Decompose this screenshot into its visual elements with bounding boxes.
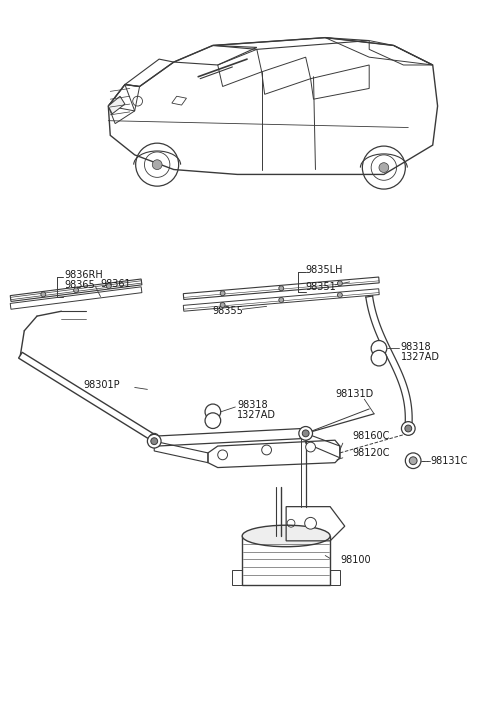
Text: 9835LH: 9835LH <box>306 265 343 276</box>
Text: 98361: 98361 <box>100 279 131 289</box>
Circle shape <box>371 340 387 356</box>
Circle shape <box>279 286 284 291</box>
Circle shape <box>147 434 161 448</box>
Circle shape <box>405 453 421 468</box>
Text: 98365: 98365 <box>65 280 95 290</box>
Circle shape <box>149 433 159 443</box>
Circle shape <box>220 291 225 296</box>
Circle shape <box>262 445 272 455</box>
Circle shape <box>337 292 342 297</box>
Circle shape <box>279 297 284 302</box>
Text: 1327AD: 1327AD <box>401 352 439 362</box>
Circle shape <box>218 450 228 459</box>
Circle shape <box>302 430 309 437</box>
Text: 98355: 98355 <box>213 306 244 316</box>
Text: 9836RH: 9836RH <box>65 270 103 280</box>
Text: 98131D: 98131D <box>335 389 373 399</box>
Text: 98318: 98318 <box>237 400 268 410</box>
Circle shape <box>205 404 221 419</box>
Polygon shape <box>109 96 125 114</box>
Text: 98100: 98100 <box>340 555 370 566</box>
Circle shape <box>299 427 313 441</box>
Text: 98120C: 98120C <box>353 448 390 458</box>
Circle shape <box>402 422 415 435</box>
Circle shape <box>379 163 389 172</box>
Text: 98351: 98351 <box>306 282 337 292</box>
Circle shape <box>151 438 158 445</box>
Circle shape <box>306 442 315 452</box>
Circle shape <box>205 413 221 428</box>
Circle shape <box>337 281 342 286</box>
Text: 98301P: 98301P <box>83 379 120 390</box>
Circle shape <box>371 350 387 366</box>
Circle shape <box>41 292 46 297</box>
Text: 98160C: 98160C <box>353 431 390 441</box>
Circle shape <box>74 288 78 293</box>
Text: 1327AD: 1327AD <box>237 410 276 419</box>
Circle shape <box>405 425 412 432</box>
Text: 98318: 98318 <box>401 342 431 353</box>
Text: 98131C: 98131C <box>431 456 468 466</box>
Circle shape <box>106 284 111 289</box>
Circle shape <box>220 302 225 308</box>
Circle shape <box>409 457 417 465</box>
Ellipse shape <box>242 525 330 547</box>
Circle shape <box>304 518 316 529</box>
Circle shape <box>152 160 162 169</box>
